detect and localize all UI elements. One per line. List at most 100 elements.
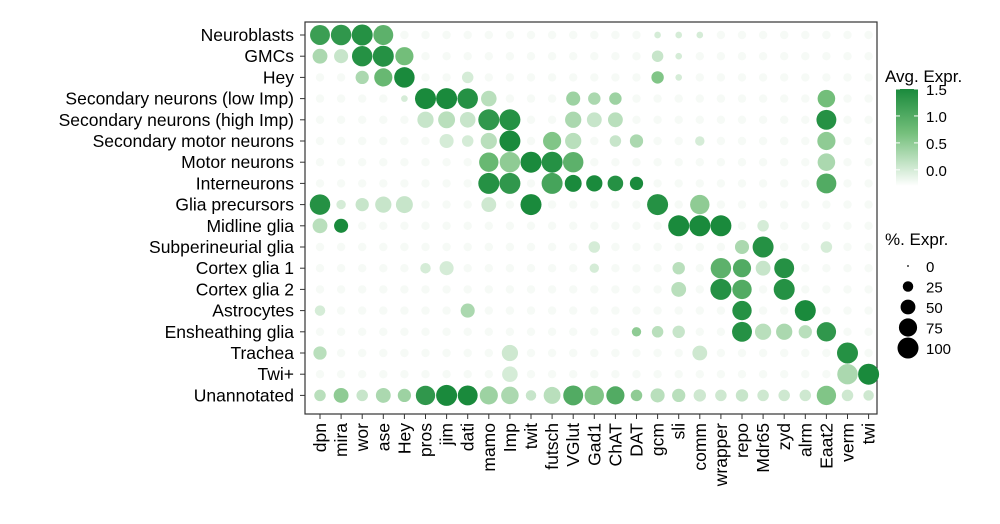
dot	[459, 112, 476, 128]
dot	[780, 306, 789, 315]
size-legend-title: %. Expr.	[885, 230, 948, 249]
dot	[336, 115, 346, 125]
dot	[689, 215, 711, 237]
dot	[695, 370, 704, 379]
dot	[732, 279, 752, 300]
gene-label: Imp	[500, 423, 520, 452]
dot	[569, 52, 578, 61]
dot	[520, 194, 542, 216]
dot	[421, 179, 430, 188]
dot	[421, 221, 430, 230]
dot	[843, 306, 852, 315]
dot	[611, 221, 620, 230]
dot	[716, 52, 726, 61]
gene-label: mira	[331, 423, 351, 457]
dot	[421, 306, 430, 315]
gene-label: dati	[458, 423, 478, 451]
dot	[632, 306, 641, 315]
dot	[547, 200, 557, 209]
dot	[463, 370, 472, 379]
dot	[547, 348, 557, 358]
dot	[463, 179, 472, 188]
dot	[590, 285, 599, 294]
dot	[864, 158, 873, 167]
dot	[607, 112, 623, 128]
dot	[379, 327, 388, 336]
dot	[590, 306, 599, 315]
dot	[484, 348, 493, 358]
dot	[442, 327, 451, 336]
dot	[653, 94, 662, 103]
color-tick-label: 0.5	[926, 136, 947, 153]
dot	[816, 109, 837, 130]
dot	[584, 385, 604, 406]
dot	[758, 285, 768, 294]
dot	[526, 348, 536, 358]
dot	[379, 221, 388, 230]
dot	[674, 242, 683, 252]
dot	[755, 260, 771, 276]
dot	[526, 264, 536, 273]
dot	[780, 200, 789, 209]
dot	[442, 221, 451, 230]
dot	[864, 221, 873, 230]
gene-label: DAT	[627, 423, 647, 457]
dot	[588, 241, 601, 253]
dot	[630, 389, 643, 402]
dot	[481, 90, 497, 107]
gene-label: zyd	[774, 423, 794, 450]
dot	[843, 179, 852, 188]
dot	[463, 221, 472, 230]
dot	[564, 174, 582, 192]
axis-ticks	[300, 34, 870, 419]
dot	[758, 158, 768, 167]
dot	[674, 115, 683, 125]
dot	[758, 52, 768, 61]
dot	[547, 285, 557, 294]
size-legend-dot	[900, 299, 916, 315]
row-label: Secondary motor neurons	[93, 131, 295, 151]
dot	[716, 179, 726, 188]
dot	[379, 242, 388, 252]
dot	[336, 136, 346, 146]
dot	[843, 264, 852, 273]
dot	[438, 111, 456, 129]
dot	[801, 136, 810, 146]
dot	[569, 327, 578, 336]
dot	[758, 30, 768, 40]
dot	[400, 285, 409, 294]
row-label: Neuroblasts	[201, 25, 295, 45]
dot	[526, 73, 536, 82]
dot	[632, 30, 641, 40]
gene-label: Gad1	[584, 423, 604, 466]
dot	[442, 200, 451, 209]
dot	[442, 179, 451, 188]
row-label: Twi+	[258, 364, 294, 384]
dot	[400, 370, 409, 379]
dot	[334, 218, 349, 233]
dot	[436, 88, 458, 110]
dot	[801, 370, 810, 379]
row-label: Cortex glia 2	[196, 279, 294, 299]
dot	[379, 115, 388, 125]
dot	[864, 264, 873, 273]
dot	[695, 136, 705, 146]
dot	[336, 327, 346, 336]
color-legend-title: Avg. Expr.	[885, 67, 962, 86]
dot	[478, 172, 500, 194]
dot	[801, 221, 810, 230]
dot	[780, 370, 789, 379]
dot	[674, 136, 683, 146]
dot	[563, 385, 584, 406]
dot	[520, 151, 542, 173]
dot	[758, 73, 768, 82]
dot	[547, 306, 557, 315]
dot	[502, 366, 518, 382]
dot	[336, 242, 346, 252]
dot	[400, 327, 409, 336]
dot	[505, 264, 515, 273]
dot	[315, 242, 325, 252]
dot	[375, 387, 391, 403]
dot	[611, 348, 620, 358]
